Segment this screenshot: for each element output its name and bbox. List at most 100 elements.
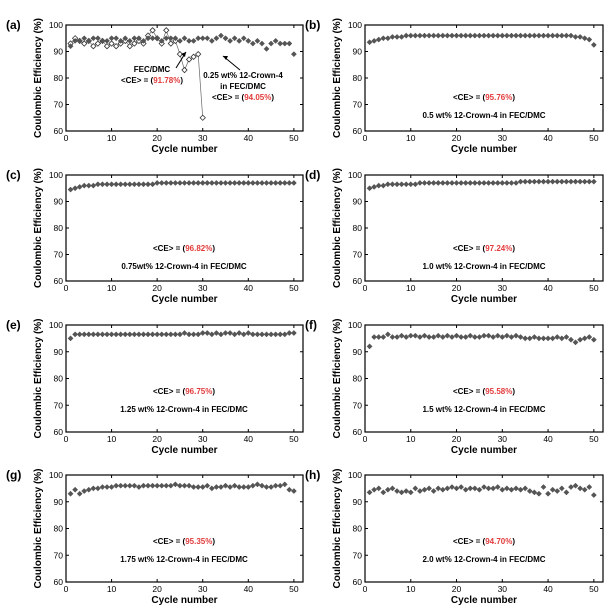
- data-point: [449, 484, 455, 490]
- data-point: [249, 331, 256, 338]
- data-point: [453, 32, 460, 39]
- data-point: [449, 32, 455, 39]
- x-tick-label: 50: [589, 133, 599, 143]
- data-point: [227, 484, 234, 490]
- data-point: [104, 181, 110, 188]
- data-point: [508, 486, 515, 493]
- data-point: [462, 32, 469, 39]
- y-axis-title: Coulombic Efficiency (%): [33, 18, 44, 138]
- chart-panel-6: (f) 0 10 20 30 40 50 60 70 80 90 100 Cycle number Cou…: [305, 318, 604, 456]
- data-point: [281, 179, 288, 186]
- x-tick-label: 30: [198, 133, 208, 143]
- data-point: [227, 37, 234, 44]
- data-point: [563, 32, 570, 39]
- data-point: [490, 179, 497, 186]
- data-point: [259, 40, 265, 47]
- data-point: [149, 35, 156, 42]
- data-point: [540, 178, 547, 185]
- data-point: [366, 343, 373, 350]
- data-point: [517, 178, 524, 185]
- data-point: [176, 331, 183, 338]
- data-point: [421, 486, 428, 493]
- y-tick-label: 100: [49, 20, 63, 30]
- data-point: [412, 485, 419, 492]
- x-tick-label: 20: [452, 584, 462, 594]
- x-axis-title: Cycle number: [151, 445, 217, 456]
- ce-suffix: ): [212, 537, 215, 546]
- plot-frame: [65, 474, 304, 583]
- ce-suffix: ): [512, 537, 515, 546]
- data-point: [181, 482, 188, 489]
- x-tick-label: 50: [589, 434, 599, 444]
- data-point: [590, 178, 597, 185]
- data-point: [286, 179, 293, 186]
- panel-label: (h): [305, 468, 320, 482]
- data-point: [231, 331, 238, 338]
- data-point: [286, 486, 293, 493]
- data-point: [186, 37, 193, 44]
- ce-value: 91.78%: [153, 76, 180, 85]
- data-point: [176, 37, 183, 44]
- data-point: [545, 32, 552, 39]
- y-axis-title: Coulombic Efficiency (%): [332, 468, 343, 588]
- data-point: [254, 331, 261, 338]
- data-point: [122, 35, 129, 42]
- data-point: [467, 332, 474, 339]
- x-tick-label: 0: [363, 133, 368, 143]
- data-point: [490, 32, 497, 39]
- data-point: [375, 182, 382, 189]
- data-point: [218, 32, 224, 39]
- data-point: [158, 179, 165, 186]
- data-point: [531, 489, 538, 496]
- data-point: [131, 181, 138, 188]
- data-point: [586, 178, 593, 185]
- y-tick-label: 60: [54, 427, 64, 437]
- data-point: [259, 482, 265, 489]
- ce-prefix: <CE> = (: [453, 93, 486, 102]
- x-tick-label: 0: [64, 133, 69, 143]
- data-point: [154, 179, 161, 186]
- data-point: [199, 484, 206, 490]
- data-point: [503, 32, 510, 39]
- data-point: [145, 181, 151, 188]
- data-point: [131, 40, 138, 47]
- data-point: [366, 39, 373, 46]
- y-tick-label: 80: [54, 73, 64, 83]
- annotation-label: 0.75wt% 12-Crown-4 in FEC/DMC: [121, 262, 247, 271]
- y-tick-label: 60: [353, 126, 363, 136]
- chart-panel-2: (b) 0 10 20 30 40 50 60 70 80 90 100 Cycle number Cou…: [305, 18, 604, 155]
- data-point: [72, 37, 79, 44]
- data-point: [430, 32, 437, 39]
- y-tick-label: 60: [353, 577, 363, 587]
- data-point: [531, 334, 538, 340]
- x-tick-label: 40: [543, 434, 553, 444]
- x-axis-title: Cycle number: [451, 595, 517, 606]
- data-point: [195, 50, 202, 58]
- data-point: [380, 489, 387, 496]
- x-tick-label: 10: [107, 133, 117, 143]
- data-point: [236, 330, 243, 336]
- data-point: [398, 33, 405, 40]
- data-point: [181, 179, 188, 186]
- data-point: [290, 179, 297, 186]
- data-point: [286, 330, 293, 336]
- data-point: [76, 490, 83, 497]
- data-point: [421, 332, 428, 339]
- y-tick-label: 100: [348, 320, 362, 330]
- data-point: [117, 37, 124, 44]
- data-point: [426, 32, 433, 39]
- data-point: [94, 331, 101, 338]
- y-tick-label: 90: [353, 47, 363, 57]
- y-axis-title: Coulombic Efficiency (%): [33, 168, 44, 288]
- ce-suffix: ): [271, 93, 274, 102]
- data-point: [558, 32, 565, 39]
- x-tick-label: 30: [498, 434, 508, 444]
- data-point: [407, 332, 414, 339]
- data-point: [522, 485, 529, 492]
- data-point: [503, 179, 510, 186]
- data-point: [444, 32, 451, 39]
- y-tick-label: 90: [54, 497, 64, 507]
- y-tick-label: 60: [54, 577, 64, 587]
- y-tick-label: 80: [353, 374, 363, 384]
- data-point: [190, 331, 197, 338]
